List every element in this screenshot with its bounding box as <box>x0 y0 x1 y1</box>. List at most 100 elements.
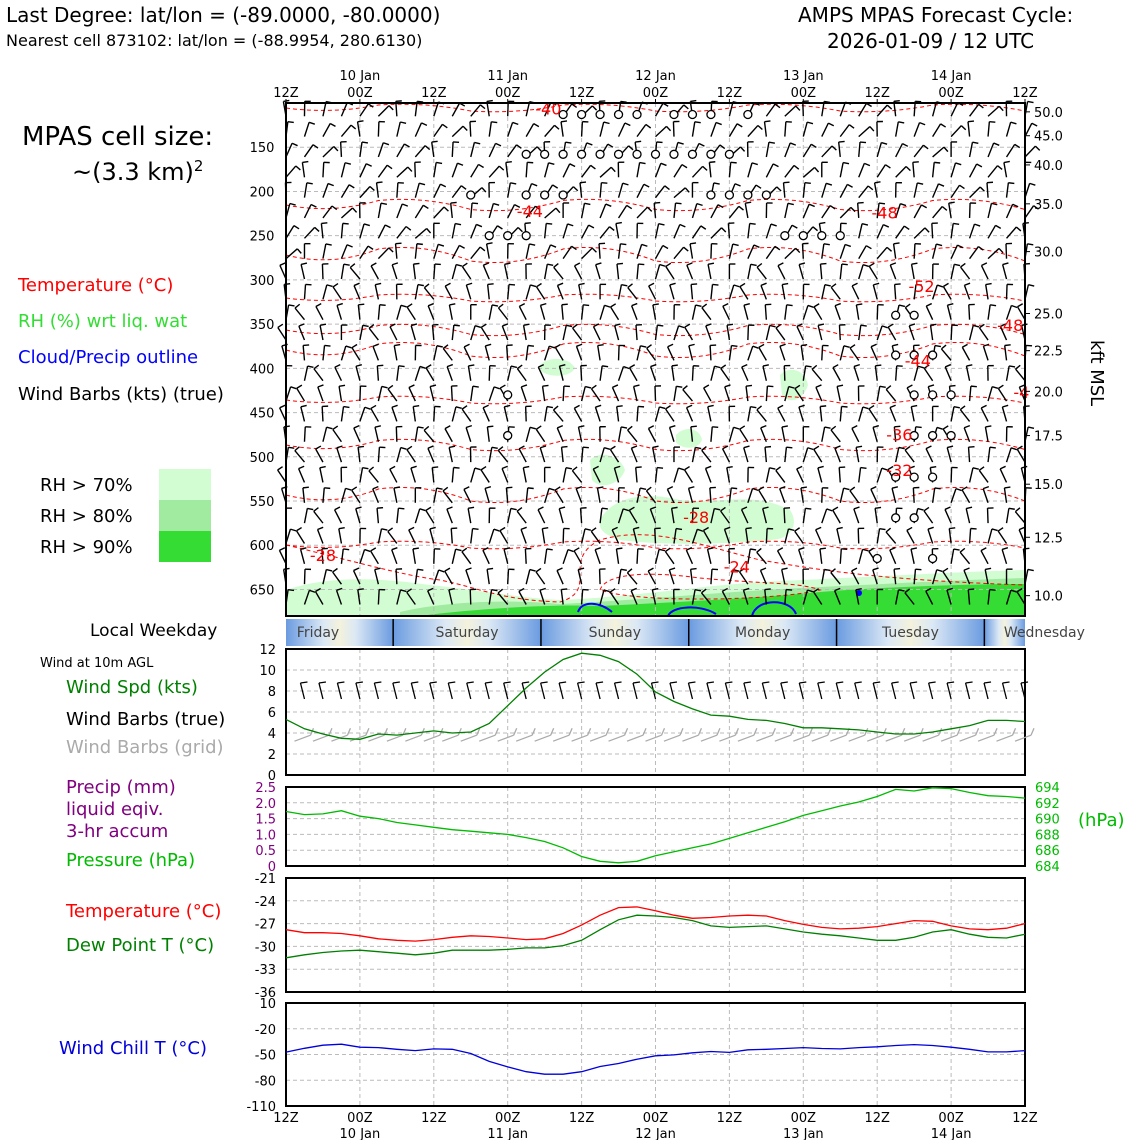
wind-barb <box>913 204 923 219</box>
wind-barb <box>617 243 622 259</box>
wind-barb-flag <box>487 567 494 570</box>
wind-barb <box>461 551 472 565</box>
wind-barb-flag <box>853 363 861 368</box>
wind-barb-flag <box>413 262 420 265</box>
wind-barb-flag <box>405 225 412 231</box>
wind-barb-flag <box>516 506 523 512</box>
wind-barb-flag <box>591 384 597 390</box>
wind-barb-flag <box>924 227 930 233</box>
wind-barb-flag <box>453 324 460 327</box>
calm-wind-circle <box>891 350 901 360</box>
bottom-time-tick: 12Z <box>1012 1111 1038 1126</box>
grid-barb <box>478 734 496 742</box>
wind-barb <box>482 407 490 422</box>
wind-barb-flag <box>349 263 356 269</box>
wind-barb-flag <box>726 323 734 326</box>
wind-barb <box>873 182 878 198</box>
grid-barb <box>386 734 404 742</box>
wind-barb-flag <box>779 485 786 490</box>
wind-barb <box>377 304 381 320</box>
wind-barb-flag <box>1010 121 1017 125</box>
wind-barb <box>802 365 807 381</box>
wind-barb-flag <box>893 242 900 245</box>
calm-wind-circle <box>558 190 568 200</box>
wind-barb <box>450 202 453 219</box>
isotherm-label: -32 <box>886 461 912 480</box>
wind-barb-flag <box>481 187 487 193</box>
wind-barb <box>335 590 343 605</box>
wind-barb <box>414 227 428 239</box>
wind-barb <box>781 569 786 585</box>
wind-barb-flag <box>345 487 352 491</box>
true-barb-flag <box>559 681 567 684</box>
wind-barb-flag <box>548 487 555 491</box>
precip-panel-ytick: 0.5 <box>255 844 276 859</box>
wind-barb-flag <box>326 568 333 572</box>
wind-barb <box>839 184 848 198</box>
wind-barb <box>562 386 565 402</box>
wind-barb <box>821 345 824 361</box>
wind-barb <box>742 589 749 605</box>
wind-barb <box>322 162 325 178</box>
weekday-label: Local Weekday <box>90 621 218 641</box>
true-barb <box>1001 682 1008 700</box>
wind-barb-flag <box>993 142 1000 146</box>
wind-barb-flag <box>555 207 561 214</box>
wind-barb-flag <box>732 243 739 247</box>
wind-barb-flag <box>829 204 836 210</box>
wind-barb-flag <box>872 567 879 571</box>
wind-barb-flag <box>597 486 604 489</box>
wind-barb <box>518 591 527 605</box>
wind-barb <box>745 386 749 402</box>
wind-barb <box>721 448 731 463</box>
wind-barb <box>851 570 860 585</box>
wind-barb-flag <box>752 345 759 349</box>
wind-barb-flag <box>627 283 633 289</box>
wind-barb <box>830 286 841 300</box>
wind-barb-flag <box>353 424 360 429</box>
isotherm-line <box>599 573 822 600</box>
wind-barb-flag <box>973 324 980 328</box>
calm-wind-circle <box>909 472 919 482</box>
wind-barb <box>830 572 841 585</box>
wind-barb <box>817 325 823 341</box>
true-barb <box>964 682 971 700</box>
wind-barb <box>876 104 888 117</box>
nearest-cell-info: Nearest cell 873102: lat/lon = (-88.9954… <box>6 31 423 50</box>
wind-barb <box>802 589 809 605</box>
wind-barb-flag <box>575 485 583 490</box>
wind-barb-flag <box>798 547 805 551</box>
wind-barb-flag <box>783 181 790 184</box>
grid-barb <box>312 734 330 742</box>
wind-barb-flag <box>296 526 302 532</box>
wind-barb <box>340 184 350 199</box>
calm-wind-circle <box>909 310 919 320</box>
calm-wind-circle <box>946 390 956 400</box>
wind-barb <box>433 569 440 585</box>
wind-barb <box>895 203 901 219</box>
wind-barb <box>488 143 497 158</box>
wind-barb <box>353 427 361 443</box>
wind-barb <box>765 223 772 239</box>
wind-barb <box>340 345 347 361</box>
wind-barb-flag <box>646 486 652 492</box>
wind-barb <box>615 223 620 239</box>
wind-barb <box>340 244 348 259</box>
wind-barb-flag <box>815 384 822 388</box>
wind-barb-flag <box>998 105 1004 112</box>
wind-barbs-grid-label: Wind Barbs (grid) <box>66 737 224 758</box>
wind-barb-flag <box>338 384 346 387</box>
wind-barb <box>747 325 750 341</box>
wind-barb <box>872 569 878 585</box>
wind-barb <box>525 205 536 219</box>
wind-barb-flag <box>741 506 748 511</box>
wind-barb-flag <box>334 506 341 511</box>
wind-barb <box>923 510 934 524</box>
true-barb <box>336 682 343 700</box>
wind-barb-flag <box>474 325 482 329</box>
wind-barb <box>414 145 426 158</box>
wind-barb-flag <box>838 140 845 143</box>
wind-barb <box>765 103 776 117</box>
wind-barb-flag <box>607 143 614 148</box>
wind-barb-flag <box>887 465 894 471</box>
